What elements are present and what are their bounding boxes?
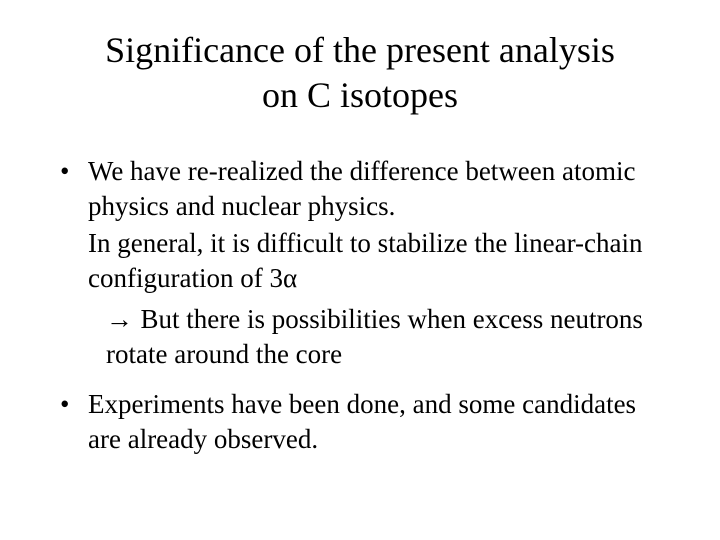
bullet-item-1: We have re-realized the difference betwe… — [60, 154, 670, 373]
bullet-list: We have re-realized the difference betwe… — [50, 154, 670, 457]
title-line-1: Significance of the present analysis — [105, 30, 615, 70]
arrow-icon: → — [106, 304, 141, 334]
slide-title: Significance of the present analysis on … — [50, 28, 670, 118]
slide: Significance of the present analysis on … — [0, 0, 720, 540]
bullet-item-2: Experiments have been done, and some can… — [60, 387, 670, 457]
bullet1-arrow-text: But there is possibilities when excess n… — [106, 304, 643, 369]
bullet1-arrow-line: → But there is possibilities when excess… — [88, 302, 670, 372]
bullet1-text-2: In general, it is difficult to stabilize… — [88, 226, 670, 296]
bullet2-text: Experiments have been done, and some can… — [88, 389, 636, 454]
bullet1-text-1: We have re-realized the difference betwe… — [88, 156, 636, 221]
title-line-2: on C isotopes — [262, 75, 458, 115]
